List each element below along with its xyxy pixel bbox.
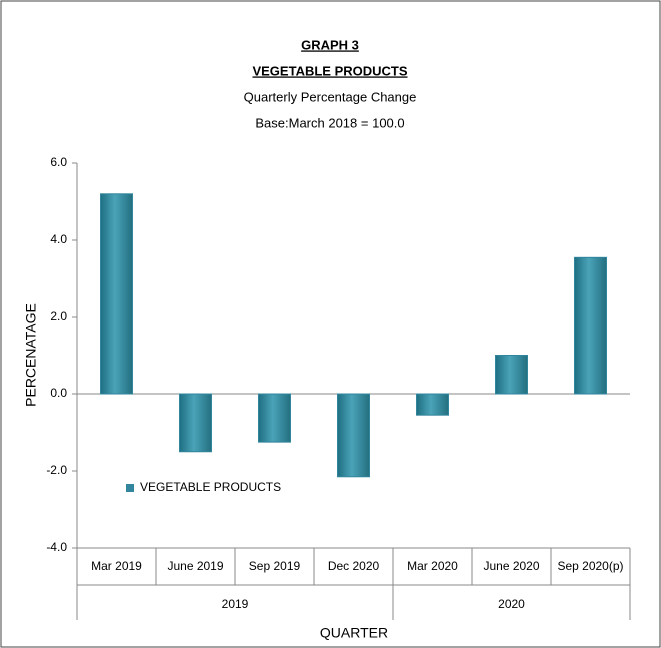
chart-title: GRAPH 3 [301, 37, 359, 52]
bar [574, 256, 607, 395]
y-tick-label: 2.0 [50, 309, 67, 323]
chart-subtitle: Quarterly Percentage Change [244, 89, 417, 104]
bar [495, 355, 528, 395]
x-tick-label: Sep 2019 [249, 559, 301, 573]
bar [337, 393, 370, 478]
group-label: 2020 [498, 597, 525, 611]
bar [416, 393, 449, 416]
x-tick-label: Mar 2020 [407, 559, 458, 573]
x-tick-label: Mar 2019 [91, 559, 142, 573]
x-tick-label: Dec 2020 [328, 559, 380, 573]
bar [100, 193, 133, 395]
legend-label: VEGETABLE PRODUCTS [140, 480, 281, 494]
y-tick-label: 6.0 [50, 155, 67, 169]
y-tick-label: -4.0 [46, 540, 67, 554]
group-label: 2019 [222, 597, 249, 611]
y-tick-label: 0.0 [50, 386, 67, 400]
bar [179, 393, 212, 453]
chart-subtitle: VEGETABLE PRODUCTS [252, 63, 407, 78]
chart-subtitle: Base:March 2018 = 100.0 [255, 115, 404, 130]
x-tick-label: June 2019 [167, 559, 223, 573]
x-axis-label: QUARTER [320, 625, 388, 641]
y-axis-label: PERCENATAGE [23, 303, 39, 407]
legend-swatch [126, 484, 134, 492]
x-tick-label: June 2020 [483, 559, 539, 573]
y-tick-label: -2.0 [46, 463, 67, 477]
x-tick-label: Sep 2020(p) [557, 559, 623, 573]
bar [258, 393, 291, 443]
y-tick-label: 4.0 [50, 232, 67, 246]
